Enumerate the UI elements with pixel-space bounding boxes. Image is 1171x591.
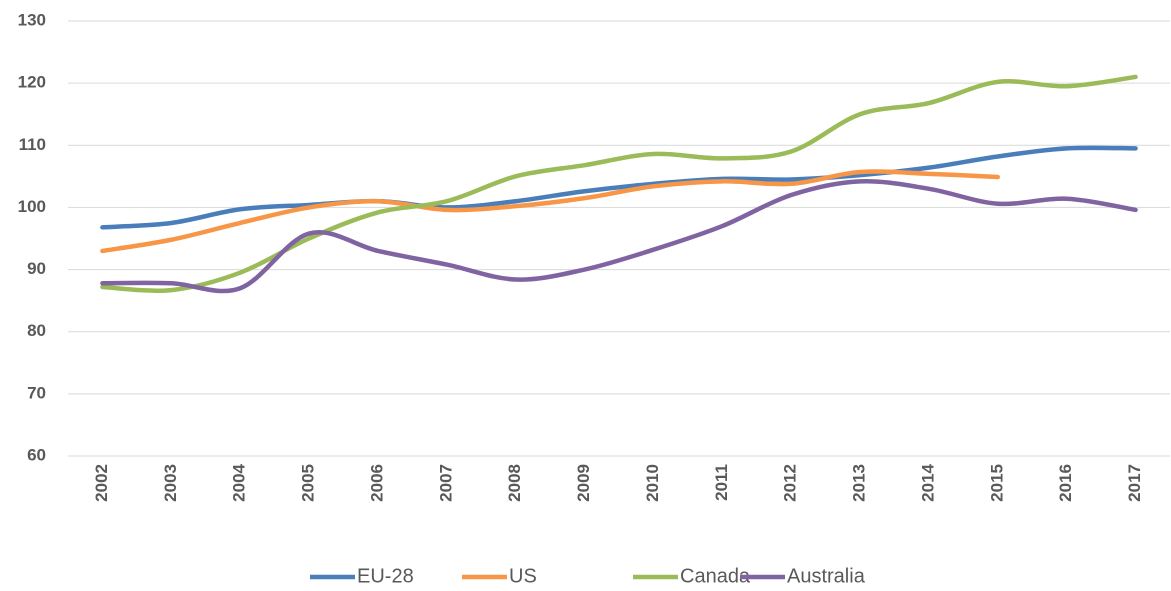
line: [100, 169, 1001, 254]
y-tick-label: 70: [27, 383, 46, 402]
y-tick-label: 100: [18, 197, 46, 216]
y-tick-label: 120: [18, 73, 46, 92]
x-tick-label: 2011: [712, 464, 731, 501]
legend-label: Australia: [787, 565, 866, 587]
y-tick-label: 80: [27, 321, 46, 340]
x-tick-label: 2010: [643, 464, 662, 502]
line: [100, 74, 1138, 293]
x-tick-label: 2004: [230, 463, 249, 501]
x-tick-label: 2013: [850, 464, 869, 502]
y-tick-label: 60: [27, 445, 46, 464]
x-tick-label: 2012: [781, 464, 800, 502]
x-tick-label: 2009: [574, 464, 593, 502]
x-tick-label: 2002: [92, 464, 111, 502]
y-tick-label: 110: [19, 135, 46, 154]
x-tick-label: 2006: [367, 464, 386, 502]
x-tick-label: 2005: [299, 464, 318, 502]
legend-label: US: [509, 565, 537, 587]
x-tick-label: 2007: [436, 464, 455, 502]
x-tick-label: 2014: [918, 463, 937, 501]
line: [100, 145, 1138, 230]
y-tick-label: 130: [18, 10, 46, 29]
x-tick-label: 2008: [505, 464, 524, 502]
legend-label: Canada: [680, 565, 751, 587]
x-tick-label: 2016: [1056, 464, 1075, 502]
line: [100, 178, 1138, 294]
y-tick-label: 90: [27, 259, 46, 278]
x-tick-label: 2003: [161, 464, 180, 502]
legend-label: EU-28: [357, 565, 414, 587]
x-tick-label: 2017: [1125, 464, 1144, 502]
x-tick-label: 2015: [987, 464, 1006, 502]
